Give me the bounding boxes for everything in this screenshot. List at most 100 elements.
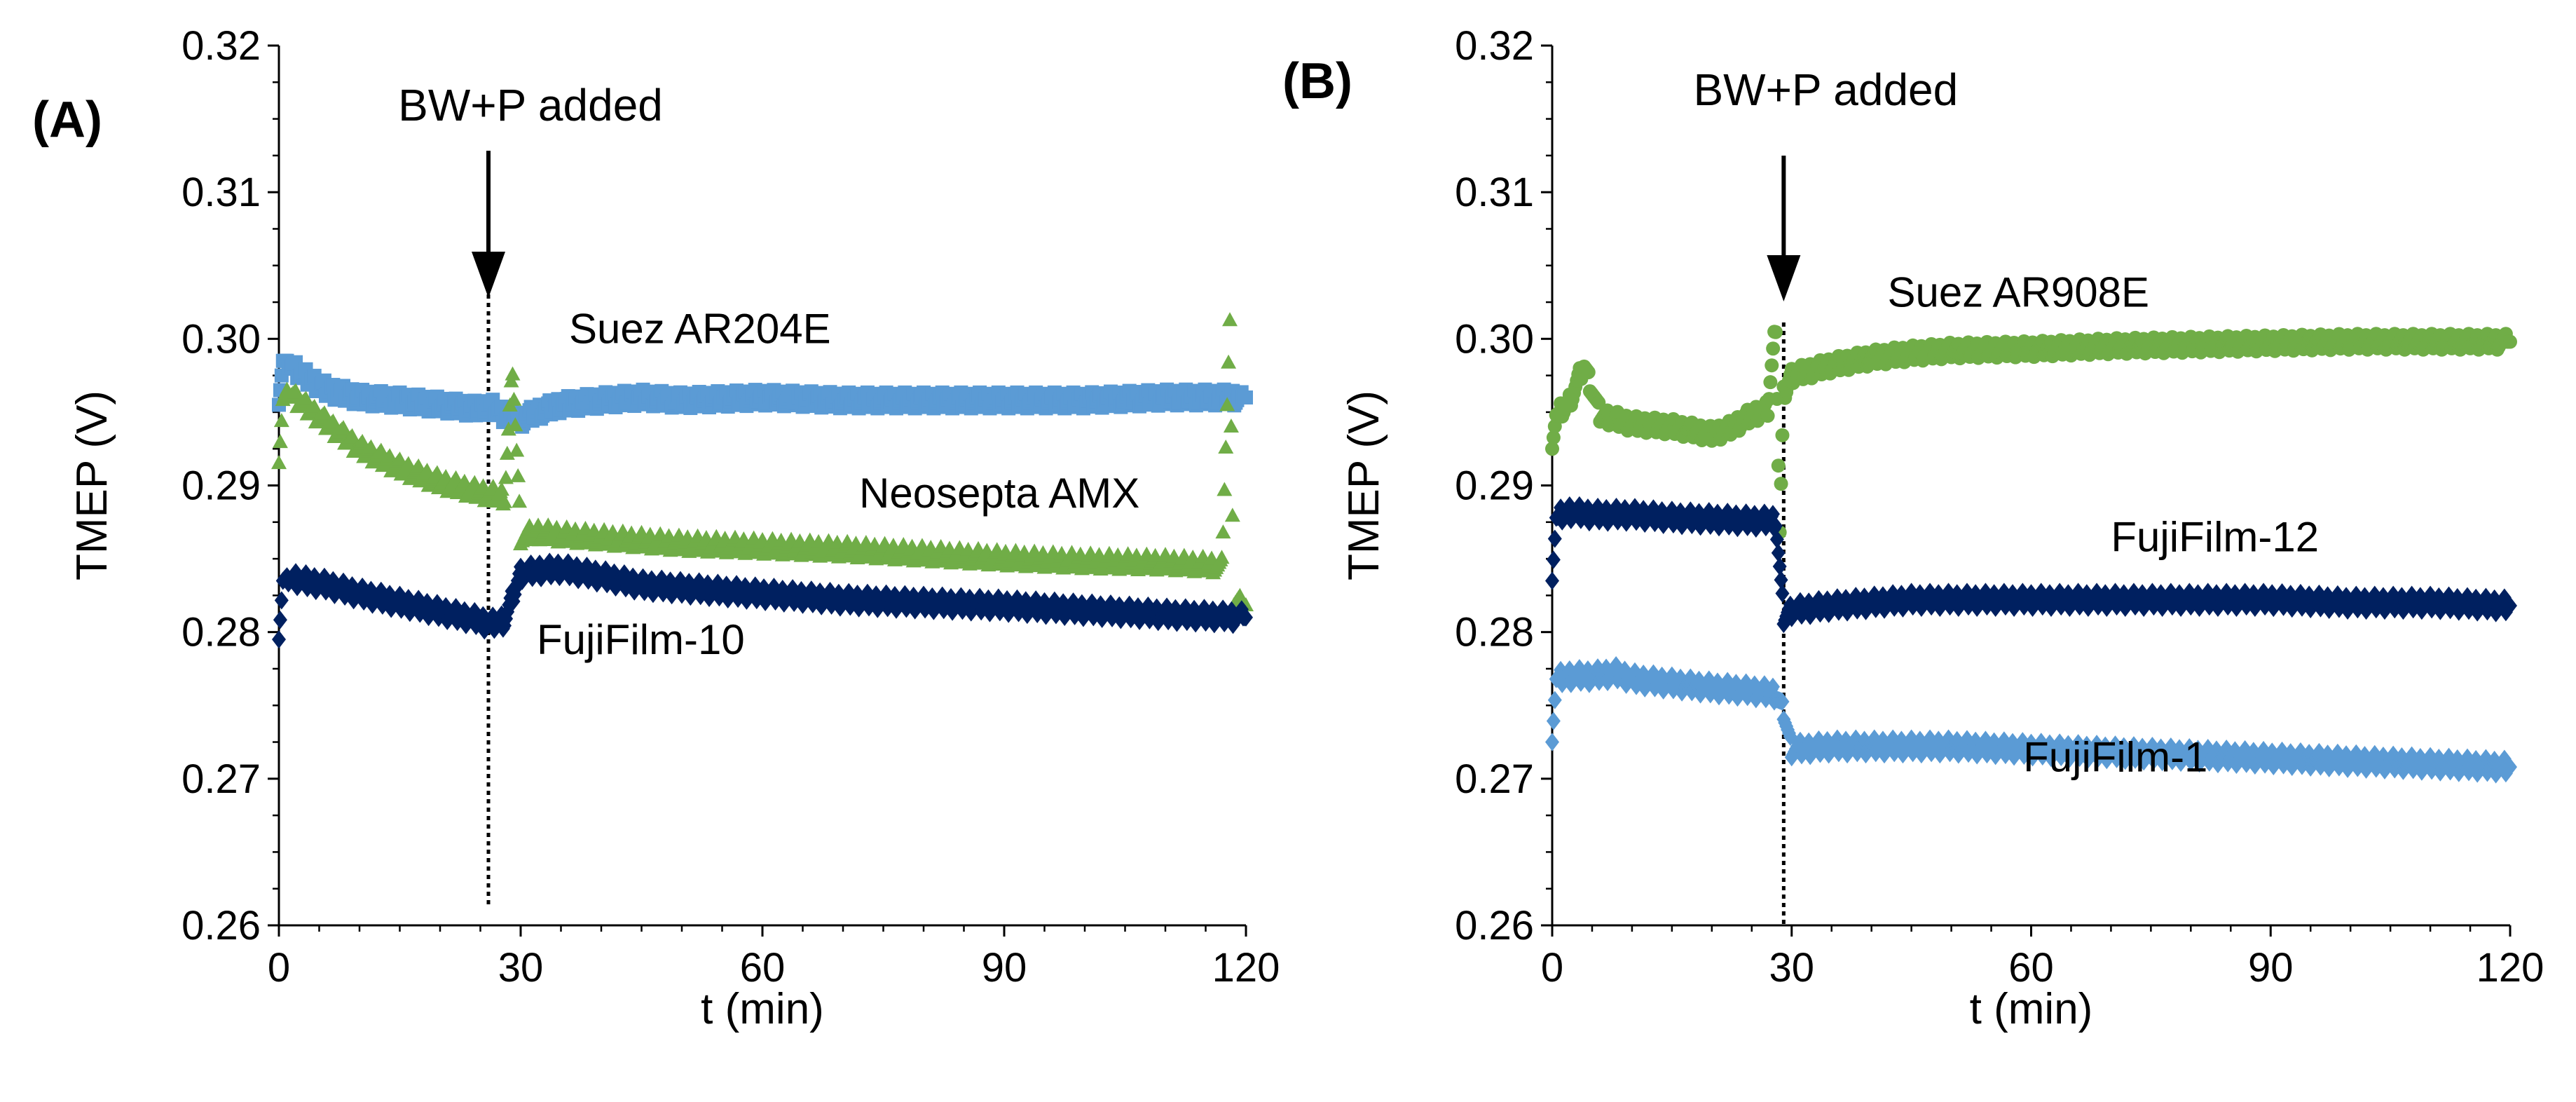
data-point — [1774, 477, 1788, 491]
data-point — [382, 448, 398, 463]
x-tick-label: 0 — [268, 945, 290, 991]
data-point — [1546, 550, 1561, 569]
y-tick-label: 0.32 — [181, 23, 261, 69]
event-label: BW+P added — [1693, 64, 1958, 115]
data-point — [475, 478, 491, 493]
data-point — [298, 390, 314, 405]
data-point — [506, 391, 522, 406]
x-axis-title: t (min) — [1970, 985, 2093, 1033]
data-point — [1768, 325, 1783, 339]
series-label: Suez AR204E — [569, 306, 831, 353]
data-point — [274, 591, 289, 610]
series-label: FujiFilm-12 — [2111, 514, 2319, 561]
data-point — [1545, 571, 1559, 590]
y-tick-label: 0.28 — [1455, 610, 1534, 655]
event-arrow-head — [1767, 255, 1801, 301]
y-tick-label: 0.30 — [1455, 316, 1534, 362]
data-point — [419, 463, 435, 477]
data-point — [498, 470, 514, 484]
data-point — [1771, 458, 1786, 473]
data-point — [509, 442, 525, 457]
data-point — [1547, 529, 1562, 548]
data-point — [1219, 397, 1235, 411]
data-point — [1545, 733, 1559, 751]
y-tick-label: 0.26 — [1455, 903, 1534, 948]
data-point — [345, 576, 359, 595]
y-tick-label: 0.30 — [181, 316, 261, 362]
series-fujifilm-12 — [1545, 496, 2517, 634]
series-label: Suez AR908E — [1887, 268, 2149, 315]
series-fujifilm-10 — [272, 552, 1253, 649]
data-point — [1239, 390, 1253, 404]
x-tick-label: 30 — [1769, 945, 1814, 991]
data-point — [497, 494, 512, 508]
data-point — [1760, 409, 1775, 423]
y-tick-label: 0.31 — [181, 170, 261, 215]
data-point — [1546, 712, 1561, 730]
data-point — [493, 482, 509, 496]
x-tick-label: 120 — [2476, 945, 2544, 991]
data-point — [288, 383, 304, 397]
data-point — [344, 428, 360, 442]
data-point — [273, 413, 289, 428]
x-tick-label: 0 — [1541, 945, 1563, 991]
y-axis-title: TMEP (V) — [1340, 390, 1388, 580]
data-point — [1546, 430, 1561, 445]
data-point — [1545, 442, 1559, 456]
data-point — [500, 421, 516, 436]
data-point — [1214, 550, 1230, 564]
data-point — [1775, 428, 1790, 442]
data-point — [1547, 419, 1562, 434]
x-tick-label: 120 — [1212, 945, 1280, 991]
panel-label: (B) — [1282, 53, 1352, 109]
data-point — [448, 470, 464, 484]
data-point — [1581, 365, 1596, 379]
y-tick-label: 0.32 — [1455, 23, 1534, 69]
x-tick-label: 30 — [498, 945, 544, 991]
data-point — [485, 478, 501, 493]
data-point — [1222, 312, 1238, 327]
series-suez-ar908e — [1545, 325, 2517, 540]
y-tick-label: 0.26 — [181, 903, 261, 948]
data-point — [1221, 354, 1237, 369]
data-point — [1215, 524, 1231, 539]
data-point — [336, 420, 351, 435]
data-point — [1766, 341, 1781, 356]
data-point — [271, 455, 287, 470]
data-point — [1763, 375, 1778, 390]
y-tick-label: 0.27 — [1455, 756, 1534, 802]
data-point — [1217, 482, 1233, 496]
data-point — [1223, 418, 1239, 433]
panel-label: (A) — [32, 92, 102, 148]
x-tick-label: 60 — [740, 945, 786, 991]
y-tick-label: 0.29 — [1455, 463, 1534, 509]
data-point — [411, 458, 427, 472]
panel-a: 0.26 0.27 0.28 0.29 0.30 0.31 0.32 0 30 60 90 120 t … — [32, 23, 1280, 1033]
data-point — [507, 417, 523, 432]
event-label: BW+P added — [398, 80, 663, 130]
data-point — [306, 398, 322, 413]
data-point — [438, 468, 454, 483]
data-point — [1547, 691, 1562, 709]
panel-b: 0.26 0.27 0.28 0.29 0.30 0.31 0.32 0 30 60 90 120 t … — [1282, 23, 2544, 1033]
series-neosepta-amx — [271, 312, 1254, 617]
data-point — [392, 451, 408, 466]
x-tick-label: 60 — [2008, 945, 2054, 991]
data-point — [355, 433, 371, 448]
data-point — [316, 405, 332, 420]
y-tick-label: 0.31 — [1455, 170, 1534, 215]
y-tick-label: 0.28 — [181, 610, 261, 655]
x-axis-title: t (min) — [701, 985, 824, 1033]
series-label: FujiFilm-10 — [537, 616, 745, 663]
series-suez-ar204e — [272, 353, 1253, 434]
data-point — [272, 630, 286, 649]
data-point — [1224, 508, 1240, 522]
data-point — [325, 413, 341, 428]
x-tick-label: 90 — [982, 945, 1027, 991]
x-tick-label: 90 — [2248, 945, 2294, 991]
series-label: FujiFilm-1 — [2023, 733, 2207, 780]
data-point — [2503, 334, 2517, 349]
series-label: Neosepta AMX — [859, 470, 1139, 517]
